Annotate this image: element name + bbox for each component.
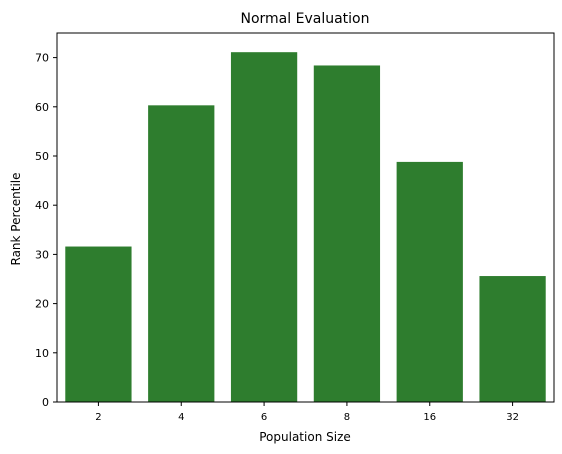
y-tick-label: 30 bbox=[35, 248, 49, 261]
x-tick-label: 2 bbox=[95, 412, 101, 423]
bar-6 bbox=[230, 52, 298, 403]
y-tick-label: 10 bbox=[35, 347, 49, 360]
bars-group bbox=[65, 52, 546, 403]
bar-8 bbox=[313, 65, 381, 403]
chart-title: Normal Evaluation bbox=[241, 11, 370, 27]
x-tick-label: 4 bbox=[178, 412, 184, 423]
x-axis-label: Population Size bbox=[259, 430, 351, 444]
x-tick-label: 32 bbox=[506, 412, 519, 423]
x-axis-ticks: 2 4 6 8 16 32 bbox=[95, 402, 519, 423]
x-tick-label: 6 bbox=[261, 412, 267, 423]
bar-2 bbox=[65, 246, 132, 402]
y-tick-label: 60 bbox=[35, 101, 49, 114]
bar-4 bbox=[148, 105, 215, 402]
y-tick-label: 40 bbox=[35, 199, 49, 212]
y-tick-label: 0 bbox=[42, 396, 49, 409]
x-tick-label: 8 bbox=[344, 412, 350, 423]
bar-16 bbox=[396, 161, 463, 402]
y-axis-label: Rank Percentile bbox=[9, 173, 23, 266]
y-axis-ticks: 0 10 20 30 40 50 60 70 bbox=[35, 52, 57, 409]
y-tick-label: 50 bbox=[35, 150, 49, 163]
plot-frame bbox=[56, 32, 555, 403]
y-tick-label: 70 bbox=[35, 52, 49, 65]
y-tick-label: 20 bbox=[35, 298, 49, 311]
bar-32 bbox=[479, 276, 546, 402]
x-tick-label: 16 bbox=[423, 412, 436, 423]
